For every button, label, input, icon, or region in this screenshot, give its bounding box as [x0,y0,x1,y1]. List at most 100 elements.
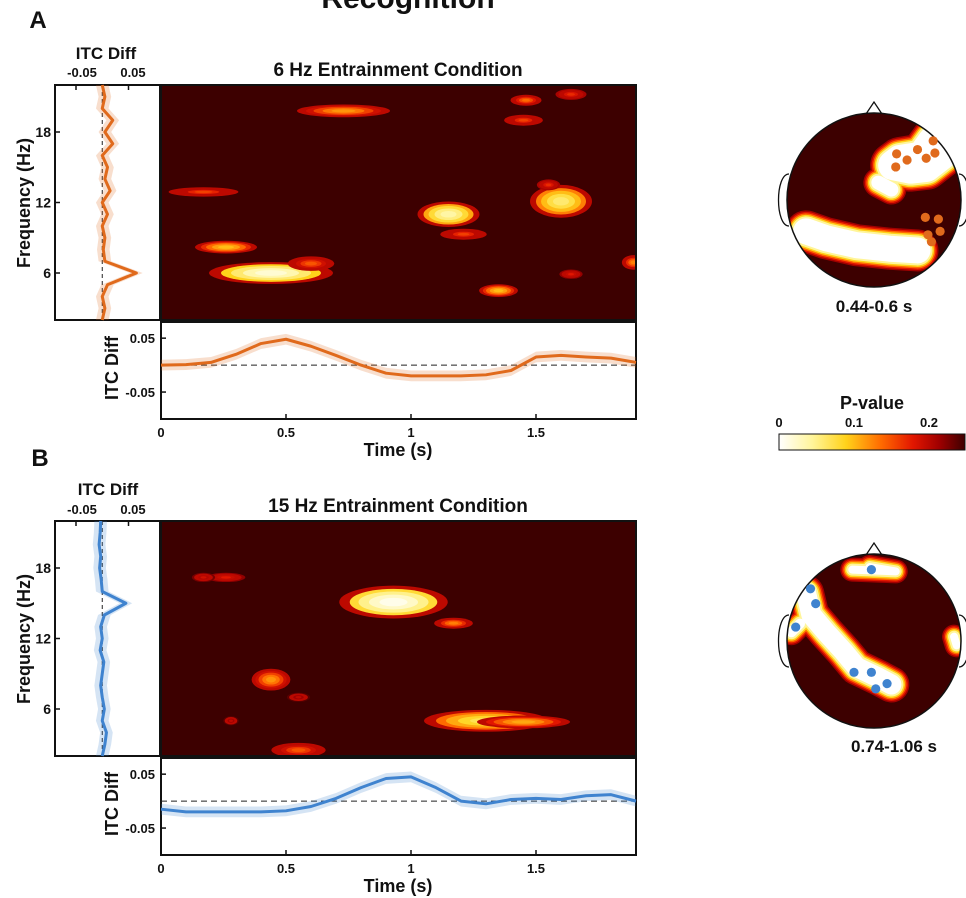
heatmap-cluster [630,260,636,265]
y-tick-label: 6 [43,265,51,281]
x-tick-label: 0 [157,425,164,440]
significant-electrode [866,565,876,575]
y-tick-label: -0.05 [125,821,155,836]
topomap-time-label: 0.74-1.06 s [851,737,937,756]
significant-electrode [935,226,945,236]
significant-electrode [811,598,821,609]
x-tick-label: 1 [407,425,414,440]
heatmap-cluster [493,288,504,293]
significant-electrode [891,162,901,172]
freq-itc-frame [54,84,161,321]
heatmap-cluster [457,232,470,236]
left-ear [777,173,790,227]
significant-electrode [930,148,940,158]
heatmap-background [161,521,636,756]
freq-itc-frame [54,520,161,757]
time-itc-line [160,337,637,378]
time-itc-error-band [161,333,636,382]
panel-b: 15 Hz Entrainment Condition ITC Diff -0.… [14,480,966,896]
topomap-cluster [796,583,902,695]
colorbar-title: P-value [840,393,904,413]
heatmap-cluster [379,597,408,607]
time-itc-frame [160,321,637,420]
time-itc-axes: 0.05 -0.05 0 0.5 1 1.5 [125,757,637,876]
freq-itc-tick-label: 0.05 [120,65,145,80]
colorbar-tick-label: 0.2 [920,415,938,430]
topomap-cluster [950,632,961,650]
heatmap-cluster [200,576,207,579]
topomap-cluster [793,218,931,264]
heatmap-cluster [295,696,302,699]
time-itc-frame [160,757,637,856]
heatmap-cluster [229,719,233,722]
freq-itc-line [97,520,128,757]
y-tick-label: 0.05 [130,331,155,346]
heatmap-cluster [522,98,530,102]
heatmap-cluster [448,621,459,625]
heatmap-cluster [221,576,231,579]
x-tick-label: 0.5 [277,861,295,876]
colorbar-gradient [778,433,966,451]
frequency-axis-label: Frequency (Hz) [14,138,34,268]
significant-electrode [923,230,933,240]
freq-itc-axis-title: ITC Diff [76,44,137,63]
topomap [777,100,966,288]
colorbar-tick-label: 0.1 [845,415,863,430]
heatmap-title: 15 Hz Entrainment Condition [268,496,528,517]
heatmap-cluster [218,245,234,249]
significant-electrode [920,212,930,222]
time-itc-axes: 0.05 -0.05 0 0.5 1 1.5 [125,321,637,440]
heatmap-cluster [511,720,536,724]
heatmap-clusters [168,88,636,297]
heatmap-cluster [567,92,575,96]
freq-itc-line [100,84,138,321]
figure-title: Recognition [321,0,494,15]
significant-electrode [902,155,912,165]
y-tick-label: 12 [35,631,51,647]
heatmap-cluster [553,197,569,206]
colorbar-tick-label: 0 [775,415,782,430]
colorbar: P-value 0 0.1 0.2 [775,393,966,451]
scalp-outline [786,112,962,288]
significant-electrode [912,144,923,155]
scalp-outline [786,553,962,729]
heatmap-axes [160,84,637,321]
x-tick-label: 0 [157,861,164,876]
significant-electrode [791,622,801,632]
topomap-cluster [848,563,900,576]
time-itc-line [160,775,637,814]
heatmap-cluster [440,210,457,218]
significant-electrode [921,153,931,163]
x-tick-label: 1.5 [527,861,545,876]
panel-label-b: B [31,445,48,472]
y-tick-label: 18 [35,124,51,140]
time-axis-label: Time (s) [364,876,433,896]
significant-electrode [866,667,876,677]
freq-itc-tick-label: -0.05 [67,65,97,80]
significant-electrode [926,237,937,247]
topomap [777,541,966,729]
x-tick-label: 0.5 [277,425,295,440]
heatmap-axes [160,520,637,757]
heatmap-cluster [194,190,213,194]
significant-electrode [882,679,892,689]
time-itc-axis-label: ITC Diff [102,335,122,400]
time-itc-axis-label: ITC Diff [102,771,122,836]
y-tick-label: 12 [35,195,51,211]
time-itc-error-band [161,771,636,818]
heatmap-cluster [331,109,356,113]
topomap-clusters [787,555,961,703]
panel-a: 6 Hz Entrainment Condition ITC Diff -0.0… [14,44,966,460]
y-tick-label: 6 [43,701,51,717]
left-ear [777,614,790,668]
topomap-cluster [871,175,899,197]
y-tick-label: 18 [35,560,51,576]
significant-electrode [928,136,938,146]
frequency-axis-label: Frequency (Hz) [14,574,34,704]
nose [865,541,883,556]
y-tick-label: -0.05 [125,385,155,400]
heatmap-cluster [266,676,276,683]
heatmap-cluster [255,270,287,276]
heatmap-title: 6 Hz Entrainment Condition [273,60,522,81]
